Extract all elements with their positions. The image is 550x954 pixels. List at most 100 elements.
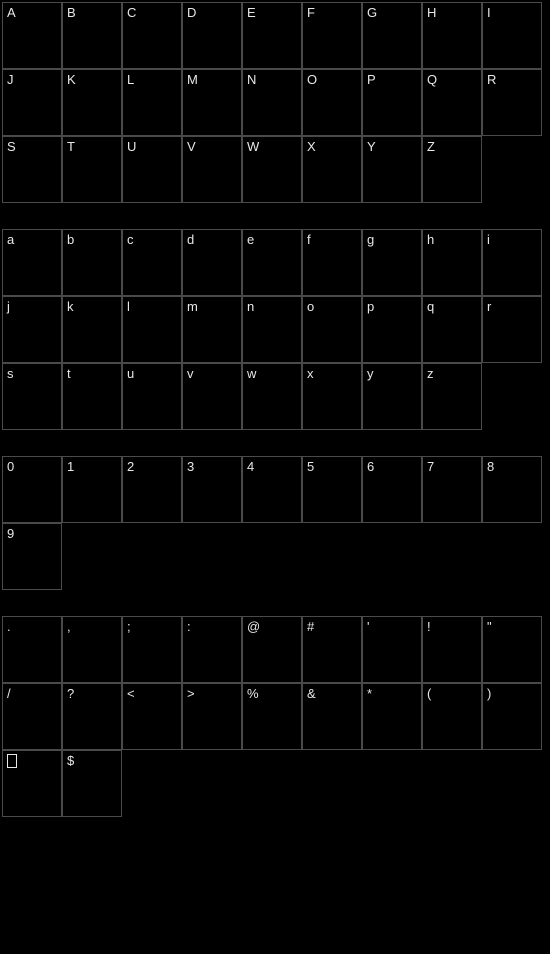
glyph-cell: 7: [422, 456, 482, 523]
glyph-cell: L: [122, 69, 182, 136]
glyph-label: <: [127, 687, 135, 700]
glyph-label: m: [187, 300, 198, 313]
glyph-cell: Q: [422, 69, 482, 136]
glyph-cell: 5: [302, 456, 362, 523]
glyph-label: #: [307, 620, 314, 633]
glyph-cell: v: [182, 363, 242, 430]
glyph-cell: P: [362, 69, 422, 136]
glyph-label: T: [67, 140, 75, 153]
glyph-label: Y: [367, 140, 376, 153]
glyph-label: e: [247, 233, 254, 246]
glyph-label: t: [67, 367, 71, 380]
glyph-label: H: [427, 6, 436, 19]
glyph-label: *: [367, 687, 372, 700]
glyph-label: C: [127, 6, 136, 19]
glyph-cell: G: [362, 2, 422, 69]
glyph-cell: /: [2, 683, 62, 750]
glyph-label: 1: [67, 460, 74, 473]
glyph-label: 0: [7, 460, 14, 473]
glyph-label: l: [127, 300, 130, 313]
glyph-cell: ?: [62, 683, 122, 750]
glyph-label: I: [487, 6, 491, 19]
glyph-cell: t: [62, 363, 122, 430]
glyph-cell: q: [422, 296, 482, 363]
glyph-label: F: [307, 6, 315, 19]
glyph-cell: w: [242, 363, 302, 430]
glyph-cell: y: [362, 363, 422, 430]
glyph-cell: F: [302, 2, 362, 69]
glyph-label: o: [307, 300, 314, 313]
glyph-label: 8: [487, 460, 494, 473]
section-punctuation: .,;:@#'!"/?<>%&*()$: [2, 616, 542, 817]
glyph-label: ,: [67, 620, 71, 633]
glyph-cell: &: [302, 683, 362, 750]
glyph-cell: u: [122, 363, 182, 430]
glyph-cell: W: [242, 136, 302, 203]
glyph-cell: B: [62, 2, 122, 69]
glyph-label: f: [307, 233, 311, 246]
glyph-label: y: [367, 367, 374, 380]
glyph-cell: <: [122, 683, 182, 750]
glyph-label: ?: [67, 687, 74, 700]
glyph-cell: E: [242, 2, 302, 69]
glyph-cell: k: [62, 296, 122, 363]
glyph-cell: S: [2, 136, 62, 203]
missing-glyph-icon: [7, 754, 17, 768]
glyph-cell: %: [242, 683, 302, 750]
glyph-cell: !: [422, 616, 482, 683]
glyph-cell: Y: [362, 136, 422, 203]
section-lowercase: abcdefghijklmnopqrstuvwxyz: [2, 229, 542, 430]
glyph-cell: 3: [182, 456, 242, 523]
glyph-cell: h: [422, 229, 482, 296]
glyph-cell: l: [122, 296, 182, 363]
glyph-label: %: [247, 687, 259, 700]
glyph-cell: e: [242, 229, 302, 296]
glyph-cell: ;: [122, 616, 182, 683]
glyph-cell: 1: [62, 456, 122, 523]
glyph-cell: #: [302, 616, 362, 683]
section-uppercase: ABCDEFGHIJKLMNOPQRSTUVWXYZ: [2, 2, 542, 203]
glyph-label: O: [307, 73, 317, 86]
glyph-cell: >: [182, 683, 242, 750]
glyph-cell: (: [422, 683, 482, 750]
glyph-cell: ': [362, 616, 422, 683]
glyph-label: S: [7, 140, 16, 153]
glyph-cell: K: [62, 69, 122, 136]
glyph-label: :: [187, 620, 191, 633]
glyph-label: (: [427, 687, 431, 700]
glyph-cell: n: [242, 296, 302, 363]
glyph-label: i: [487, 233, 490, 246]
glyph-cell: O: [302, 69, 362, 136]
glyph-cell: 2: [122, 456, 182, 523]
glyph-cell: .: [2, 616, 62, 683]
glyph-cell: 9: [2, 523, 62, 590]
glyph-label: 7: [427, 460, 434, 473]
glyph-cell: U: [122, 136, 182, 203]
glyph-cell: r: [482, 296, 542, 363]
glyph-row: /? < >% &* (): [2, 683, 542, 750]
glyph-label: 5: [307, 460, 314, 473]
glyph-cell: p: [362, 296, 422, 363]
glyph-cell: d: [182, 229, 242, 296]
glyph-label: J: [7, 73, 14, 86]
glyph-cell: $: [62, 750, 122, 817]
glyph-row: ABCDEFGHI: [2, 2, 542, 69]
glyph-label: .: [7, 620, 11, 633]
glyph-label: /: [7, 687, 11, 700]
glyph-cell: ": [482, 616, 542, 683]
glyph-label: P: [367, 73, 376, 86]
glyph-label: ': [367, 620, 369, 633]
glyph-label: B: [67, 6, 76, 19]
glyph-label: a: [7, 233, 14, 246]
glyph-label: 4: [247, 460, 254, 473]
glyph-cell: 8: [482, 456, 542, 523]
glyph-cell: ): [482, 683, 542, 750]
glyph-label: ;: [127, 620, 131, 633]
glyph-label: g: [367, 233, 374, 246]
glyph-cell: a: [2, 229, 62, 296]
glyph-cell: j: [2, 296, 62, 363]
glyph-label: k: [67, 300, 74, 313]
glyph-cell: c: [122, 229, 182, 296]
glyph-label: b: [67, 233, 74, 246]
glyph-cell: X: [302, 136, 362, 203]
